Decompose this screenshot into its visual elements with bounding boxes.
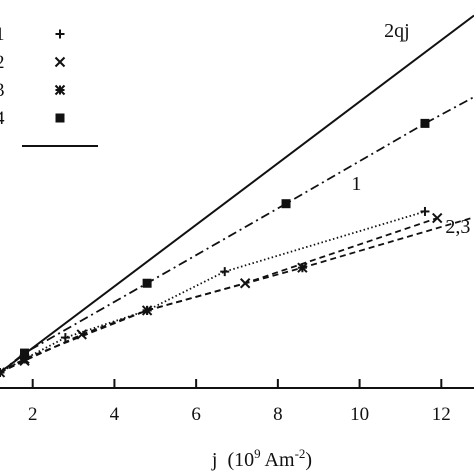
series-2-marker-3 — [432, 212, 443, 224]
series-4-marker-2 — [281, 199, 291, 209]
x-axis-label-symbol: j — [211, 449, 218, 471]
series-3-marker-2 — [141, 305, 153, 316]
series-line-2qj — [0, 14, 474, 374]
x-tick-label-8: 8 — [273, 404, 283, 425]
series-line-4 — [0, 96, 474, 374]
legend-label-0: 1 — [0, 24, 5, 45]
series-1-marker-4 — [420, 206, 430, 216]
annotations: 2qj 1 2,3 — [351, 20, 470, 238]
series-4-marker-0 — [20, 348, 30, 358]
x-tick-label-4: 4 — [110, 404, 120, 425]
x-axis-label-exponent: 9 — [254, 446, 261, 461]
legend-label-2: 3 — [0, 80, 5, 101]
series-4-marker-3 — [420, 118, 430, 128]
x-tick-label-10: 10 — [350, 404, 369, 425]
series-2-marker-1 — [76, 329, 87, 340]
legend: 1 2 3 4 j — [0, 24, 98, 157]
annotation-1: 1 — [351, 173, 361, 195]
legend-label-3: 4 — [0, 108, 5, 129]
annotation-2: 2,3 — [445, 216, 470, 238]
legend-item-0: 1 — [0, 24, 65, 45]
legend-item-2: 3 — [0, 80, 66, 101]
legend-marker-1 — [54, 56, 66, 68]
svg-text:j(109 Am-2): j (109 Am-2) — [211, 446, 312, 471]
x-axis: 2 4 6 8 10 12 — [0, 379, 474, 425]
legend-marker-0 — [55, 29, 65, 39]
legend-label-1: 2 — [0, 52, 5, 73]
series-1-marker-3 — [220, 267, 230, 277]
x-tick-label-12: 12 — [432, 404, 451, 425]
x-axis-label-exponent-2: -2 — [295, 446, 306, 461]
plot-area — [0, 14, 474, 378]
legend-item-3: 4 — [0, 108, 65, 129]
x-axis-label-units: (10 — [227, 449, 254, 471]
x-tick-label-6: 6 — [191, 404, 201, 425]
series-3-marker-1 — [19, 353, 30, 365]
x-axis-label-close: ) — [305, 449, 312, 471]
x-tick-label-2: 2 — [28, 404, 38, 425]
legend-marker-3 — [55, 113, 65, 123]
series-3-marker-0 — [0, 367, 6, 378]
legend-item-4: j — [0, 136, 98, 157]
series-1-marker-1 — [60, 333, 70, 343]
annotation-0: 2qj — [384, 20, 410, 42]
legend-item-1: 2 — [0, 52, 66, 73]
series-4-marker-1 — [142, 278, 152, 288]
series-line-3 — [0, 216, 474, 374]
legend-marker-2 — [54, 84, 66, 96]
series-3-marker-3 — [297, 262, 308, 273]
x-axis-label: j (109 Am-2) — [211, 446, 312, 471]
series-line-1 — [0, 210, 426, 374]
x-axis-label-units-rest: Am — [261, 449, 295, 471]
